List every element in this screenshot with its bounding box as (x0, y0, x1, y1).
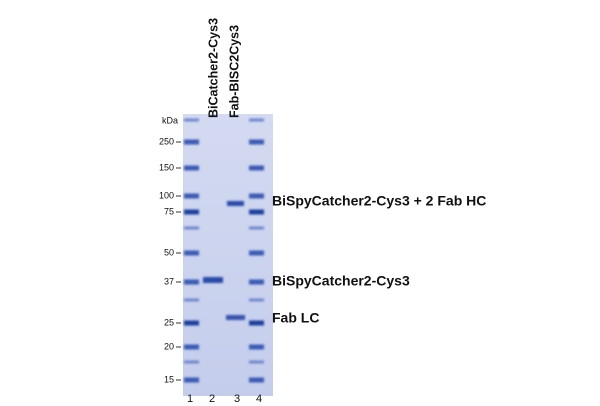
marker-band (184, 165, 199, 171)
marker-band (184, 139, 199, 145)
lane-header: BiCatcher2-Cys3 (206, 18, 220, 118)
band (226, 315, 245, 320)
marker-label: 25 (164, 317, 174, 327)
marker-band (249, 298, 264, 302)
marker-band (249, 118, 264, 122)
band (203, 277, 223, 283)
marker-band (184, 344, 199, 350)
marker-label: 37 (164, 276, 174, 286)
marker-band (184, 250, 199, 256)
marker-band (249, 320, 264, 326)
marker-band (184, 279, 199, 285)
marker-band (249, 250, 264, 256)
marker-band (249, 193, 264, 199)
unit-label: kDa (162, 115, 178, 125)
marker-band (184, 118, 199, 122)
marker-band (184, 377, 199, 383)
marker-label: 100 (159, 190, 174, 200)
lane-number: 3 (234, 393, 240, 405)
marker-band (249, 360, 264, 364)
marker-band (184, 209, 199, 215)
lane-number: 4 (256, 393, 262, 405)
lane-number: 2 (209, 393, 215, 405)
marker-band (184, 320, 199, 326)
lane-number: 1 (187, 393, 193, 405)
marker-band (249, 344, 264, 350)
band (227, 201, 244, 206)
band-label: BiSpyCatcher2-Cys3 (272, 273, 410, 289)
marker-band (184, 298, 199, 302)
marker-label: 15 (164, 374, 174, 384)
band-label: BiSpyCatcher2-Cys3 + 2 Fab HC (272, 193, 486, 209)
lane-header: Fab-BISC2Cys3 (227, 25, 241, 118)
marker-band (184, 360, 199, 364)
marker-band (249, 226, 264, 230)
marker-label: 150 (159, 162, 174, 172)
marker-band (249, 209, 264, 215)
marker-label: 75 (164, 206, 174, 216)
marker-label: 50 (164, 247, 174, 257)
marker-band (249, 165, 264, 171)
marker-band (249, 139, 264, 145)
marker-band (184, 193, 199, 199)
marker-band (184, 226, 199, 230)
marker-label: 20 (164, 341, 174, 351)
marker-band (249, 377, 264, 383)
band-label: Fab LC (272, 310, 319, 326)
marker-band (249, 279, 264, 285)
marker-label: 250 (159, 136, 174, 146)
bands (184, 118, 264, 383)
